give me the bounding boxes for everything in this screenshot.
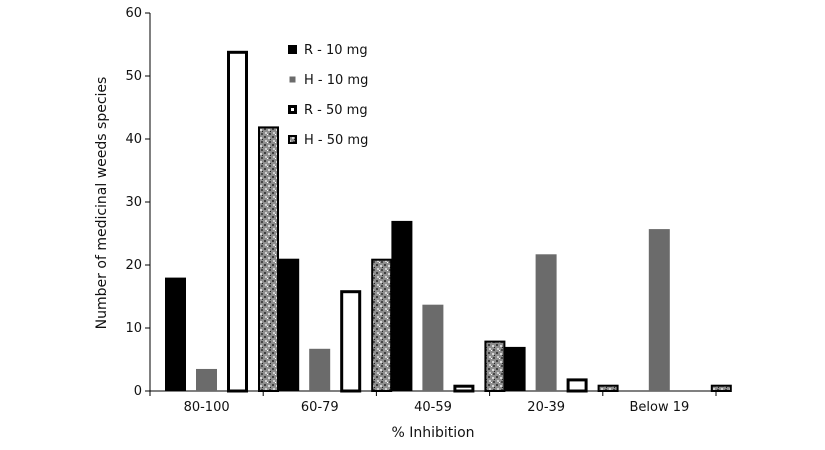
bar — [258, 126, 279, 393]
bar — [535, 254, 557, 391]
plot-area: 0 10 20 30 40 50 60 80-100 60-79 40-59 20-39 Below … — [125, 6, 732, 415]
y-tick-label: 0 — [134, 384, 142, 399]
legend-label: R - 50 mg — [304, 103, 368, 118]
x-tick-label: Below 19 — [630, 400, 690, 415]
bar — [196, 368, 217, 391]
x-tick-label: 60-79 — [301, 400, 339, 415]
bar — [340, 290, 362, 393]
x-tick-label: 20-39 — [527, 400, 565, 415]
legend-swatch — [288, 135, 297, 144]
bar — [165, 277, 186, 391]
y-tick-label: 40 — [125, 132, 142, 147]
bar — [597, 384, 619, 393]
bar — [278, 258, 300, 391]
y-tick-label: 10 — [125, 321, 142, 336]
legend: R - 10 mg H - 10 mg R - 50 mg H - 50 mg — [288, 43, 368, 148]
bar — [371, 258, 393, 393]
y-tick-label: 50 — [125, 69, 142, 84]
bar — [648, 229, 670, 391]
bar — [710, 384, 732, 393]
bar — [504, 346, 526, 391]
y-tick-label: 30 — [125, 195, 142, 210]
x-axis-title: % Inhibition — [391, 425, 474, 441]
bar — [227, 50, 248, 393]
y-tick-label: 60 — [125, 6, 142, 21]
bar — [484, 340, 506, 393]
legend-label: H - 50 mg — [304, 133, 368, 148]
bar — [566, 378, 588, 393]
legend-swatch — [288, 45, 297, 54]
bar — [309, 348, 331, 391]
bar — [453, 384, 475, 393]
legend-swatch — [289, 76, 296, 83]
y-tick-label: 20 — [125, 258, 142, 273]
x-tick-label: 40-59 — [414, 400, 452, 415]
legend-label: H - 10 mg — [304, 73, 368, 88]
legend-swatch — [288, 105, 297, 114]
x-tick-label: 80-100 — [184, 400, 230, 415]
bar — [391, 220, 413, 391]
y-axis-title: Number of medicinal weeds species — [94, 77, 110, 330]
legend-label: R - 10 mg — [304, 43, 368, 58]
bar — [422, 304, 444, 391]
